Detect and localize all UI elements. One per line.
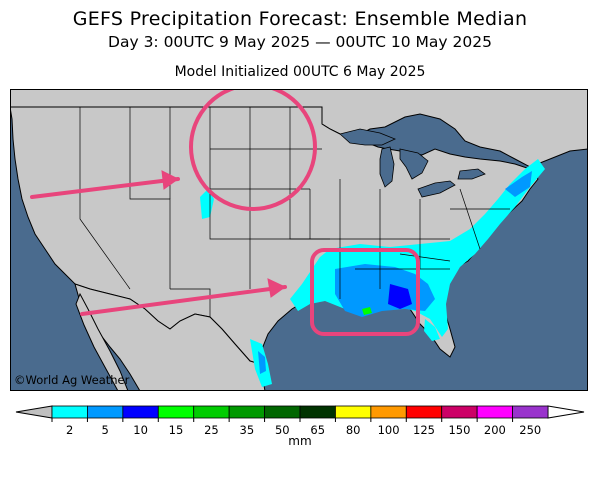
colorbar-swatch	[157, 405, 195, 419]
great-lakes	[339, 128, 486, 198]
colorbar-swatch	[264, 405, 301, 419]
model-init-label: Model Initialized 00UTC 6 May 2025	[174, 64, 426, 80]
map-frame	[10, 89, 588, 391]
arrow-northern-plains	[30, 177, 180, 199]
arrow-lower-mississippi-head	[267, 278, 286, 298]
map-title: GEFS Precipitation Forecast: Ensemble Me…	[72, 8, 528, 30]
baja-peninsula	[75, 292, 129, 391]
precipitation-shading	[200, 159, 545, 387]
colorbar-swatch	[51, 405, 88, 419]
colorbar-tick-label: 15	[169, 423, 184, 437]
colorbar-tick-label: 2	[66, 423, 73, 437]
colorbar-tick-label: 80	[346, 423, 361, 437]
precip-colorbar: 2 5 10 15 25 35 50 65 80 100 125 150 200 250	[15, 405, 585, 437]
colorbar-tick-label: 35	[240, 423, 255, 437]
colorbar-tick-label: 200	[484, 423, 506, 437]
colorbar-swatch	[441, 405, 478, 419]
colorbar-swatch	[193, 405, 230, 419]
colorbar-swatch	[512, 405, 549, 419]
colorbar-swatch	[370, 405, 407, 419]
annotation-layer	[30, 89, 420, 336]
colorbar-tick-label: 50	[275, 423, 290, 437]
colorbar-under-triangle	[15, 405, 53, 419]
colorbar-tick-label: 5	[101, 423, 108, 437]
colorbar-swatch	[122, 405, 159, 419]
northern-plains-circle	[189, 89, 317, 211]
colorbar-tick-label: 150	[448, 423, 470, 437]
arrow-lower-mississippi	[80, 285, 287, 316]
colorbar-unit: mm	[288, 434, 312, 448]
colorbar-swatch	[87, 405, 124, 419]
map-subtitle: Day 3: 00UTC 9 May 2025 — 00UTC 10 May 2…	[108, 33, 492, 51]
colorbar-swatch	[476, 405, 513, 419]
lower-mississippi-box	[310, 248, 420, 336]
credit-label: ©World Ag Weather	[14, 373, 130, 387]
colorbar-tick-label: 10	[133, 423, 148, 437]
precip-map	[10, 89, 588, 391]
colorbar-swatch	[405, 405, 443, 419]
colorbar-tick-label: 65	[310, 423, 325, 437]
colorbar-swatch	[228, 405, 265, 419]
colorbar-tick-label: 250	[519, 423, 541, 437]
colorbar-tick-label: 125	[413, 423, 435, 437]
colorbar-over-triangle	[547, 405, 585, 419]
colorbar-swatch	[299, 405, 336, 419]
colorbar-tick-label: 25	[204, 423, 219, 437]
colorbar-swatch	[335, 405, 372, 419]
colorbar-tick-label: 100	[378, 423, 400, 437]
arrow-northern-plains-head	[161, 170, 179, 190]
